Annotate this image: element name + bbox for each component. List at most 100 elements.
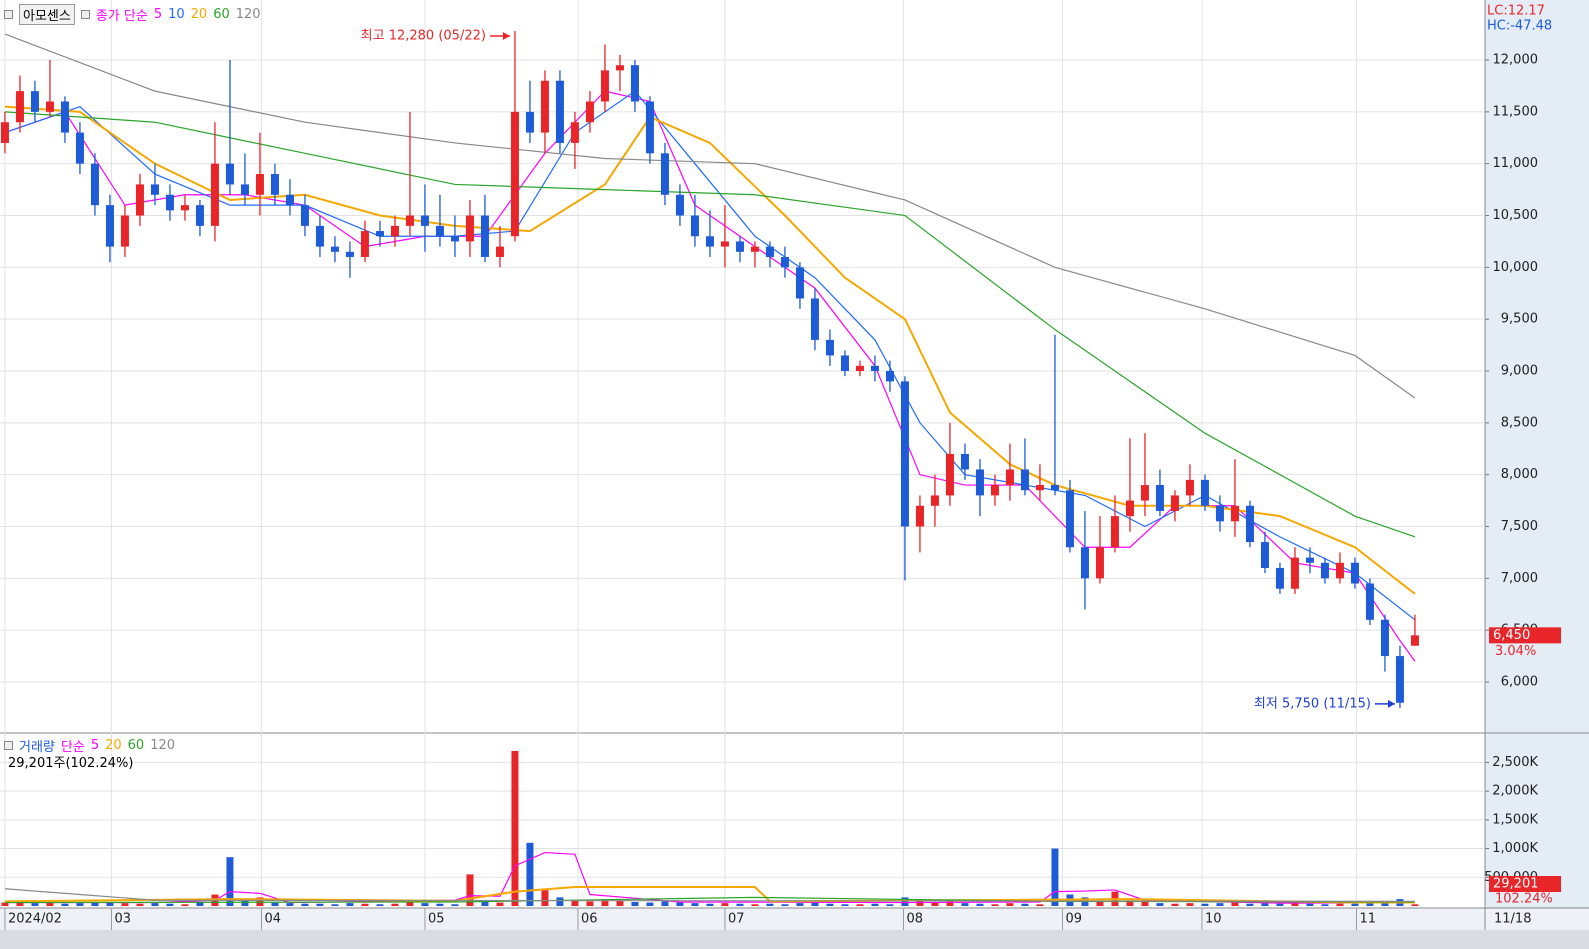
x-tick-label: 06 — [581, 912, 598, 927]
candle-body — [75, 132, 84, 164]
last-volume-box — [1489, 876, 1561, 892]
candle-body — [180, 205, 189, 211]
candle-body — [1200, 479, 1209, 506]
volume-bar — [931, 902, 939, 906]
annotation-arrowhead — [502, 32, 510, 40]
volume-bar — [271, 902, 279, 906]
y-tick-label: 8,000 — [1501, 467, 1538, 482]
x-tick-label: 10 — [1205, 912, 1222, 927]
candle-body — [525, 111, 534, 133]
candle-body — [360, 231, 369, 257]
volume-bar — [541, 888, 549, 906]
volume-bar — [1291, 902, 1299, 906]
y-tick-label: 6,000 — [1501, 674, 1538, 689]
candle-body — [795, 267, 804, 299]
volume-bar — [1096, 901, 1104, 906]
candle-body — [1065, 490, 1074, 548]
volume-bar — [631, 901, 639, 906]
ma-line — [4, 851, 1415, 904]
candle-body — [1260, 542, 1269, 568]
volume-bar — [511, 750, 519, 906]
candle-body — [105, 205, 114, 247]
candle-body — [1080, 547, 1089, 579]
candle-body — [0, 122, 9, 143]
candle-body — [855, 365, 864, 372]
volume-bar — [781, 904, 789, 906]
candle-body — [1170, 495, 1179, 511]
candle-body — [1185, 479, 1194, 496]
candle-body — [750, 246, 759, 252]
volume-bar — [106, 901, 114, 906]
volume-bar — [316, 903, 324, 906]
candle-body — [675, 194, 684, 216]
volume-bar — [871, 903, 879, 906]
volume-bar — [886, 904, 894, 906]
candle-body — [1245, 505, 1254, 543]
volume-bar — [796, 903, 804, 906]
price-legend: 아모센스 종가 단순 5 10 20 60 120 — [4, 4, 261, 25]
legend-entry: 60 — [127, 738, 145, 753]
volume-bar — [736, 903, 744, 906]
volume-bar — [571, 900, 579, 906]
volume-bar — [586, 901, 594, 906]
volume-bar — [841, 904, 849, 906]
candle-body — [825, 339, 834, 356]
x-tick-label: 04 — [264, 912, 281, 927]
volume-bar — [1171, 903, 1179, 906]
last-volume-ratio: 102.24% — [1495, 892, 1553, 907]
volume-bar — [361, 903, 369, 906]
candle-body — [435, 225, 444, 237]
date-axis-area — [0, 908, 1589, 930]
volume-bar — [661, 901, 669, 906]
ma-line — [4, 33, 1416, 399]
x-tick-label: 2024/02 — [8, 912, 62, 927]
candle-body — [1035, 485, 1044, 491]
y-tick-label: 9,500 — [1501, 312, 1538, 327]
candle-body — [915, 505, 924, 527]
candle-body — [150, 184, 159, 195]
y-tick-label: 1,500K — [1492, 812, 1538, 827]
candle-body — [195, 205, 204, 226]
x-tick-label: 09 — [1065, 912, 1082, 927]
candle-body — [690, 215, 699, 237]
volume-bar — [1366, 902, 1374, 906]
ma-line — [4, 888, 1415, 903]
candle-body — [240, 184, 249, 195]
candle-body — [480, 215, 489, 257]
ma-label: 종가 단순 — [95, 9, 148, 24]
last-price-label: 6,450 — [1493, 628, 1530, 643]
volume-summary: 29,201주(102.24%) — [8, 752, 133, 771]
candle-body — [375, 231, 384, 237]
candle-body — [225, 163, 234, 185]
ma-line — [4, 105, 1416, 595]
candle-body — [585, 101, 594, 123]
candle-body — [600, 70, 609, 102]
volume-bar — [436, 903, 444, 906]
candle-body — [885, 371, 894, 382]
volume-bar — [46, 901, 54, 906]
candle-body — [1005, 469, 1014, 486]
volume-bar — [811, 902, 819, 906]
candle-body — [1320, 562, 1329, 579]
candle-body — [735, 241, 744, 252]
volume-bar — [91, 902, 99, 906]
icon — [4, 741, 13, 750]
candle-body — [330, 246, 339, 252]
volume-bar — [1321, 904, 1329, 906]
candle-body — [765, 246, 774, 257]
candle-body — [870, 365, 879, 372]
candle-body — [780, 256, 789, 268]
candle-body — [630, 65, 639, 102]
stock-name[interactable]: 아모센스 — [19, 4, 75, 25]
candle-body — [1350, 562, 1359, 584]
x-tick-label: 08 — [906, 912, 923, 927]
x-tick-label: 07 — [728, 912, 745, 927]
candle-body — [1155, 485, 1164, 511]
candle-body — [960, 453, 969, 470]
candle-body — [390, 225, 399, 237]
candle-body — [1290, 557, 1299, 589]
volume-bar — [646, 902, 654, 906]
volume-bar — [376, 904, 384, 906]
y-tick-label: 2,500K — [1492, 755, 1538, 770]
volume-bar — [1216, 903, 1224, 906]
